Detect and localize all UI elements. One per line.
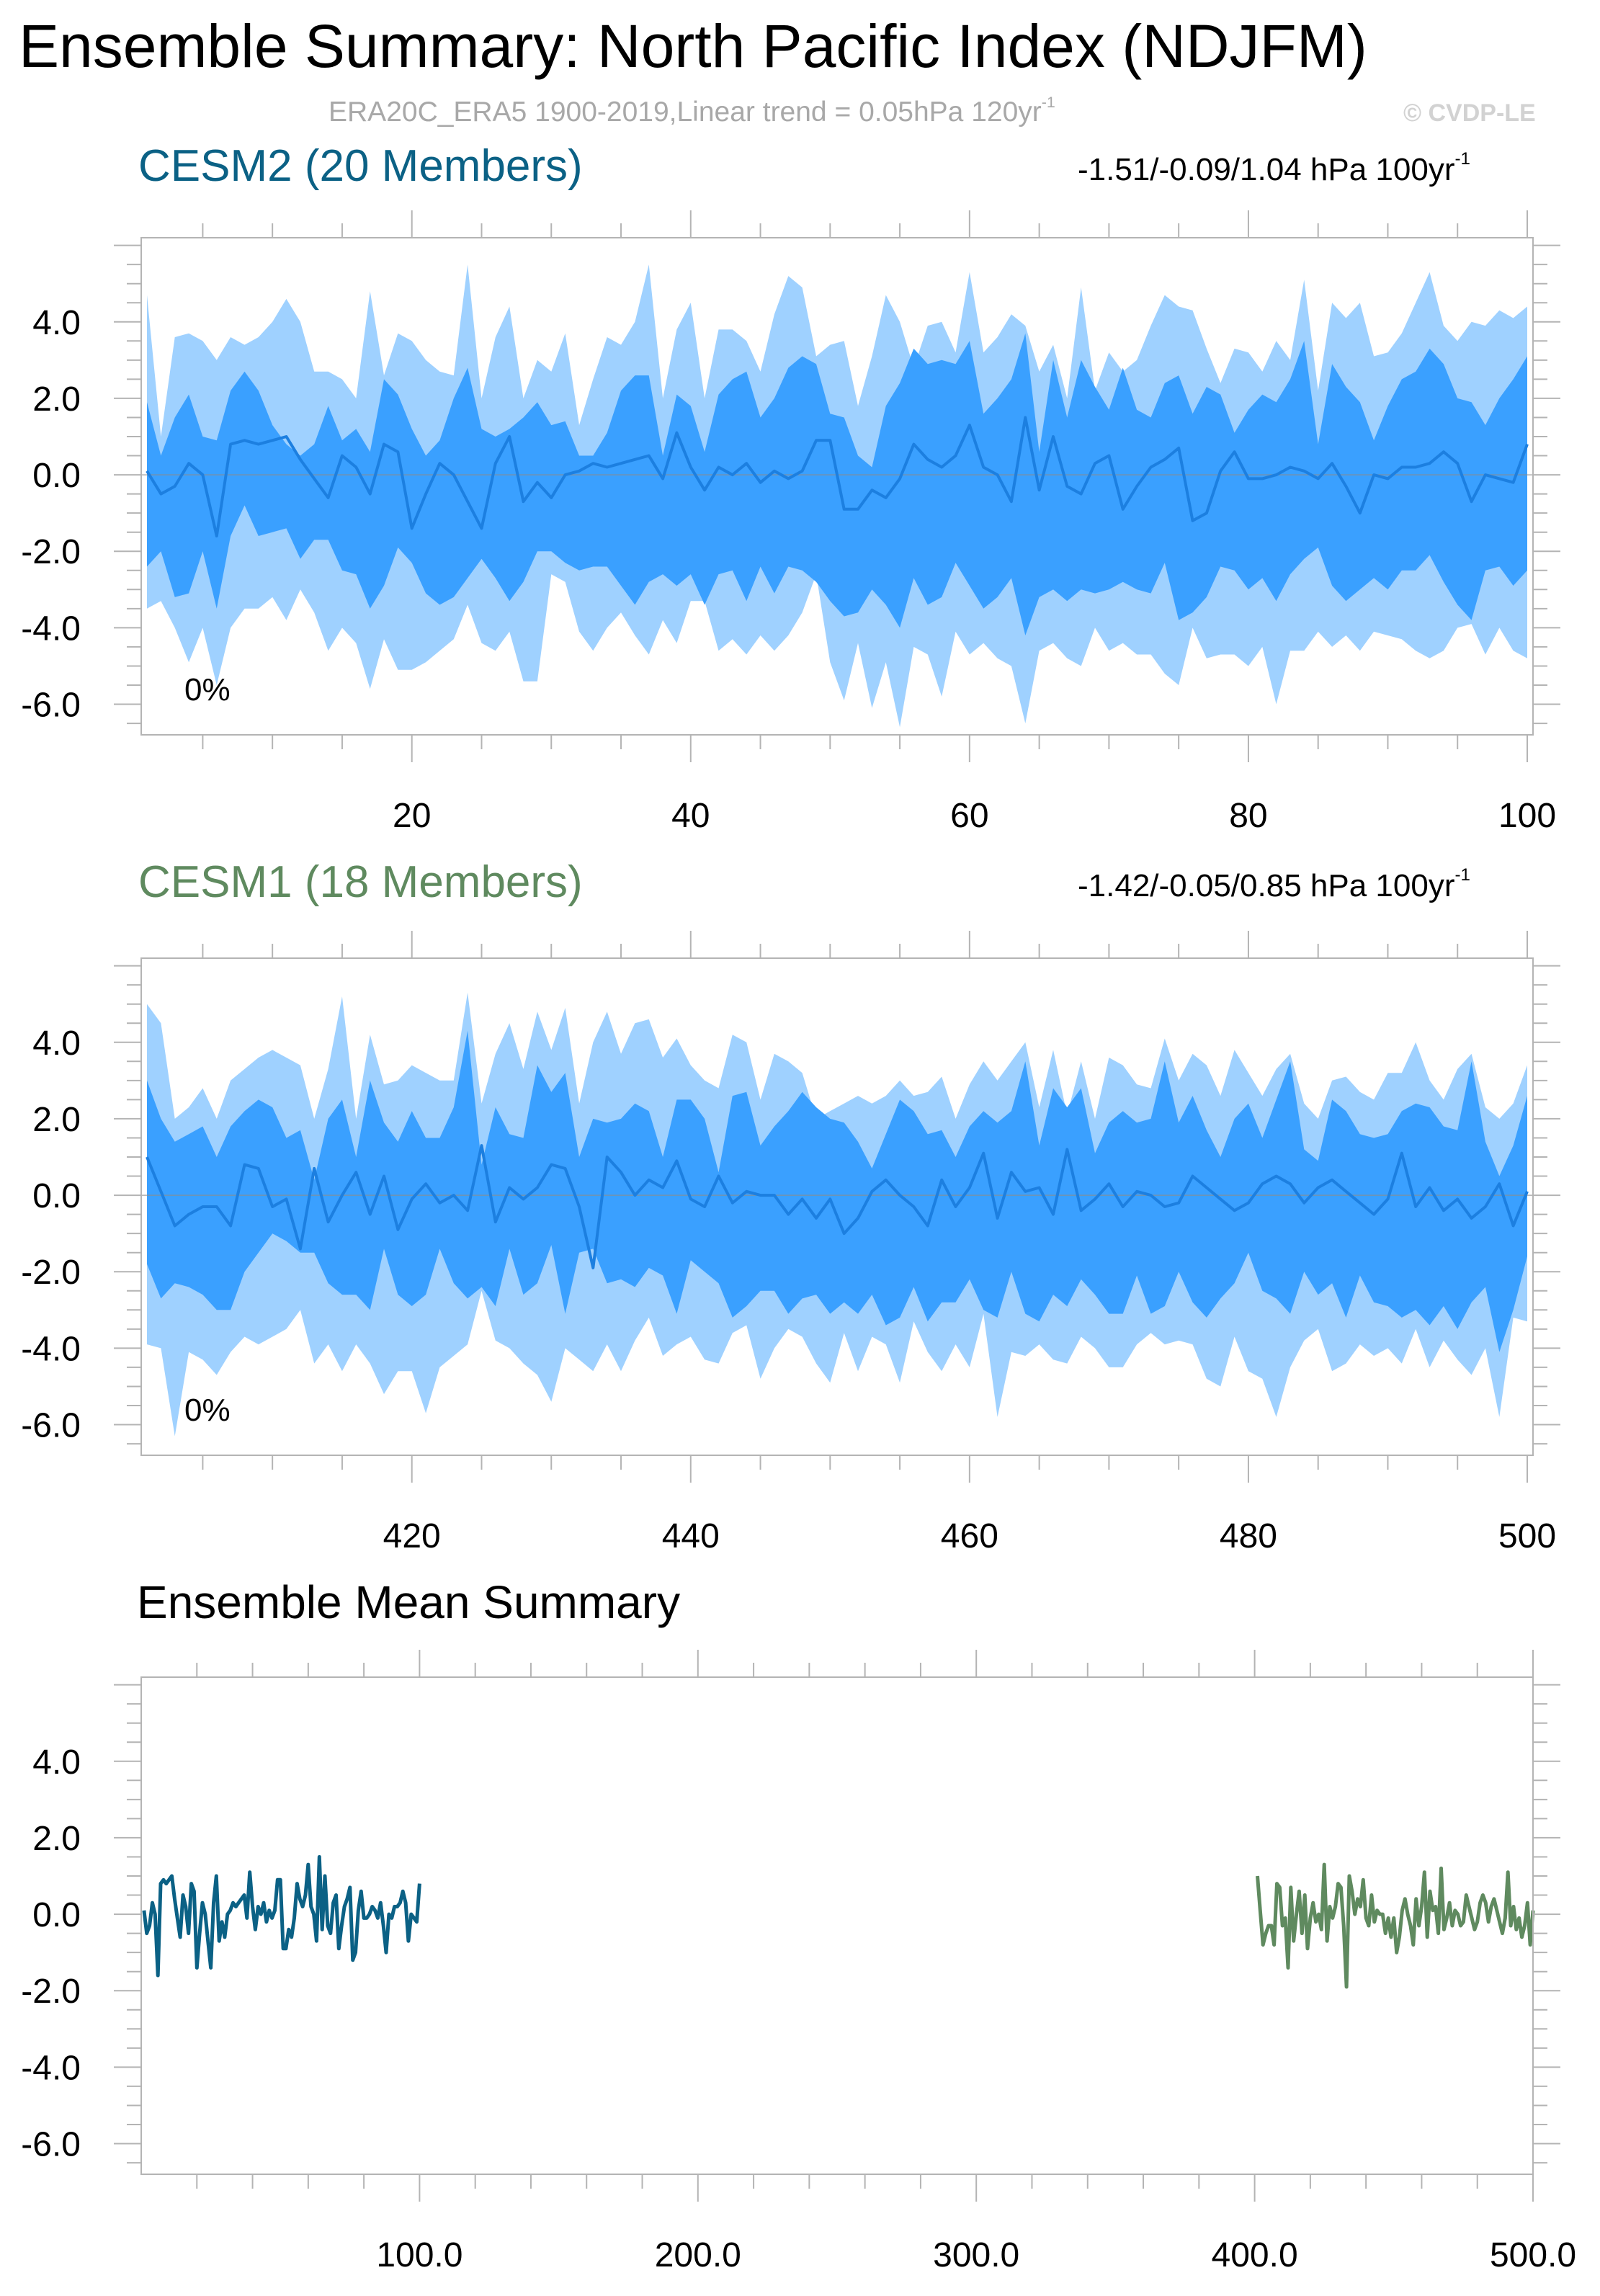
ensemble-mean-panel: 4.0 2.0 0.0 -2.0 -4.0 -6.0 100.0 200.0 300.0 400.… — [21, 1650, 1576, 2274]
summary-x-tick-label: 100.0 — [376, 2236, 462, 2274]
cesm2-trend-sup: -1 — [1454, 149, 1470, 169]
cesm1-panel-title: CESM1 (18 Members) — [138, 857, 583, 907]
summary-y-tick-label: 2.0 — [32, 1820, 81, 1858]
cesm2-x-tick-label: 20 — [393, 797, 431, 835]
cesm1-y-tick-label: -6.0 — [21, 1407, 81, 1445]
cesm2-mean-series — [142, 1855, 421, 1978]
cesm1-trend-label: -1.42/-0.05/0.85 hPa 100yr-1 — [1078, 867, 1470, 903]
cesm2-x-tick-label: 100 — [1498, 797, 1556, 835]
cesm2-y-tick-label: 4.0 — [32, 304, 81, 342]
cesm2-panel: 4.0 2.0 0.0 -2.0 -4.0 -6.0 20 40 60 80 100 0% — [21, 210, 1560, 835]
cesm1-ensemble-mean-line — [146, 1144, 1529, 1269]
cesm1-y-tick-label: 0.0 — [32, 1177, 81, 1215]
summary-plot-frame — [140, 1676, 1534, 2175]
page-title: Ensemble Summary: North Pacific Index (N… — [19, 12, 1367, 80]
summary-x-tick-label: 500.0 — [1490, 2236, 1576, 2274]
cesm1-y-tick-label: 2.0 — [32, 1101, 81, 1139]
cesm1-panel: 4.0 2.0 0.0 -2.0 -4.0 -6.0 420 440 460 480 500 0% — [21, 931, 1560, 1555]
cesm1-trend-text: -1.42/-0.05/0.85 hPa 100yr — [1078, 868, 1455, 903]
cesm2-ensemble-mean-line — [146, 416, 1529, 537]
cesm2-trend-label: -1.51/-0.09/1.04 hPa 100yr-1 — [1078, 151, 1470, 187]
cesm1-inner-range-band — [147, 1030, 1527, 1352]
cesm2-y-tick-label: 0.0 — [32, 457, 81, 495]
summary-y-tick-label: -4.0 — [21, 2049, 81, 2087]
cesm2-y-tick-label: 2.0 — [32, 380, 81, 419]
ensemble-mean-panel-title: Ensemble Mean Summary — [137, 1576, 681, 1628]
cesm1-x-tick-label: 440 — [662, 1517, 720, 1555]
cesm2-x-tick-label: 40 — [671, 797, 710, 835]
summary-y-tick-label: -6.0 — [21, 2126, 81, 2164]
cesm1-x-tick-label: 500 — [1498, 1517, 1556, 1555]
cesm2-y-tick-label: -4.0 — [21, 609, 81, 648]
cesm1-y-tick-label: 4.0 — [32, 1024, 81, 1063]
summary-x-tick-label: 200.0 — [655, 2236, 741, 2274]
subtitle-text: ERA20C_ERA5 1900-2019,Linear trend = 0.0… — [329, 97, 1042, 128]
cesm1-percent-label: 0% — [184, 1393, 231, 1428]
cesm1-y-tick-label: -4.0 — [21, 1330, 81, 1368]
cesm2-x-tick-label: 80 — [1229, 797, 1267, 835]
observations-subtitle: ERA20C_ERA5 1900-2019,Linear trend = 0.0… — [329, 94, 1055, 128]
cesm1-x-tick-label: 480 — [1220, 1517, 1277, 1555]
cesm2-panel-title: CESM2 (20 Members) — [138, 141, 583, 191]
cesm1-plot-frame — [140, 957, 1534, 1456]
cesm1-x-tick-label: 460 — [941, 1517, 998, 1555]
cesm1-x-tick-label: 420 — [383, 1517, 441, 1555]
summary-y-tick-label: 4.0 — [32, 1743, 81, 1782]
summary-x-tick-label: 400.0 — [1212, 2236, 1298, 2274]
cesm2-trend-text: -1.51/-0.09/1.04 hPa 100yr — [1078, 152, 1455, 187]
cesm1-mean-series — [1256, 1862, 1535, 1989]
cesm1-y-tick-label: -2.0 — [21, 1254, 81, 1292]
cesm2-inner-range-band — [147, 333, 1527, 635]
cesm2-plot-frame — [140, 237, 1534, 736]
summary-y-tick-label: -2.0 — [21, 1973, 81, 2011]
cesm1-trend-sup: -1 — [1454, 865, 1470, 885]
cesm2-y-tick-label: -2.0 — [21, 533, 81, 571]
subtitle-sup: -1 — [1041, 93, 1055, 111]
watermark: © CVDP-LE — [1403, 99, 1536, 127]
cesm2-percent-label: 0% — [184, 672, 231, 707]
cesm2-x-tick-label: 60 — [950, 797, 988, 835]
cesm2-y-tick-label: -6.0 — [21, 687, 81, 725]
summary-x-tick-label: 300.0 — [933, 2236, 1019, 2274]
summary-y-tick-label: 0.0 — [32, 1896, 81, 1934]
